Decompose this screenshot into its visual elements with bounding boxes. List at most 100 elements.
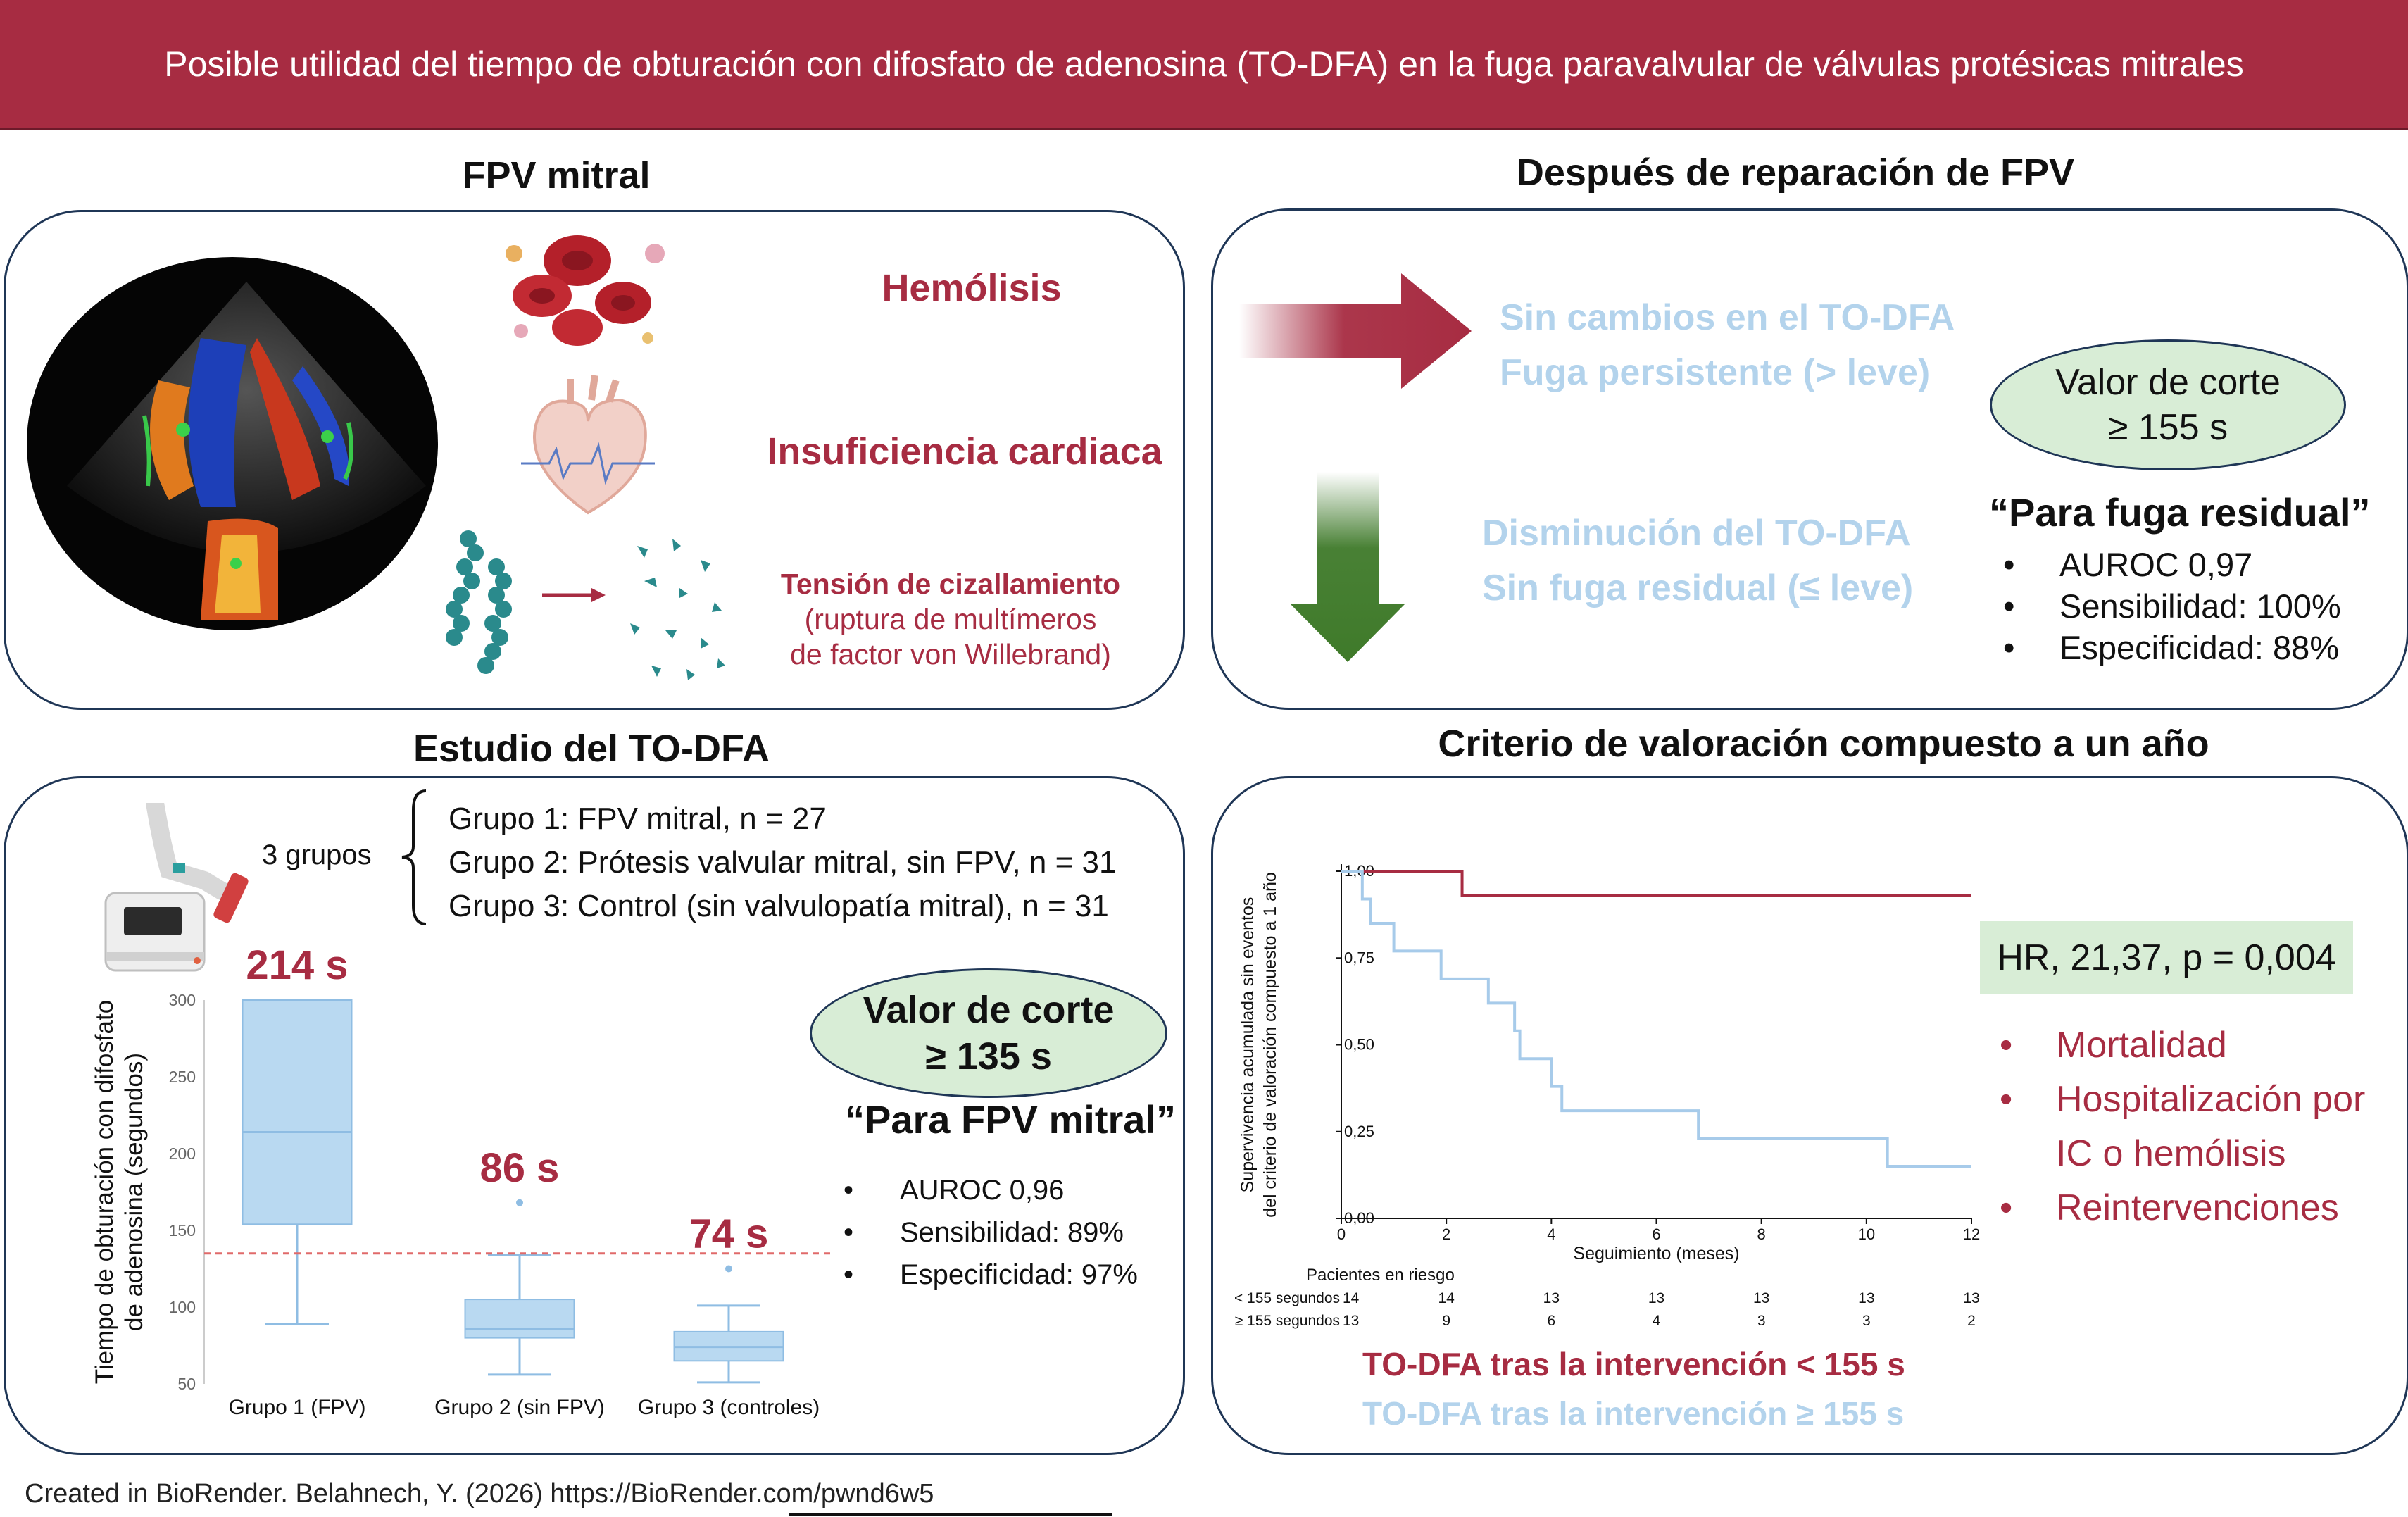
km-risk-value: 13 [1343,1313,1359,1329]
page-title: Posible utilidad del tiempo de obturació… [164,44,2244,84]
groups-bracket [401,789,427,925]
boxplot-category-label: Grupo 2 (sin FPV) [434,1396,605,1419]
right-arrow-icon [1239,273,1472,389]
boxplot-median-label: 74 s [689,1211,769,1257]
km-risk-value: 13 [1543,1290,1560,1306]
km-y-tick: 0,00 [1344,1209,1374,1227]
groups-list: Grupo 1: FPV mitral, n = 27 Grupo 2: Pró… [449,797,1116,928]
km-risk-value: 14 [1438,1290,1455,1306]
residual-leak-title: “Para fuga residual” [1989,490,2371,535]
shear-stress-line1: (ruptura de multímeros [804,603,1097,635]
km-y-label-line2: del criterio de valoración compuesto a 1… [1260,872,1280,1218]
km-risk-value: 13 [1648,1290,1664,1306]
boxplot-category-label: Grupo 3 (controles) [638,1396,820,1419]
hemolysis-label: Hemólisis [882,267,1062,309]
km-x-tick: 0 [1337,1225,1346,1243]
red-blood-cells-icon [506,235,665,346]
residual-leak-stats: AUROC 0,97 Sensibilidad: 100% Especifici… [2003,544,2341,668]
cutoff-155-line1: Valor de corte [2055,362,2281,403]
km-series-2 [1341,870,1971,1168]
boxplot-box [464,1299,575,1339]
credit-underline [789,1513,1112,1516]
boxplot-outlier [725,1265,732,1273]
fpv-mitral-stat-title: “Para FPV mitral” [845,1097,1176,1142]
boxplot-y-label-line1: Tiempo de obturación con difosfato [91,1000,118,1384]
boxplot-chart: 50 100 150 200 250 300 Tiempo de obturación co… [91,942,834,1420]
km-x-tick: 12 [1963,1225,1980,1243]
km-x-label: Seguimiento (meses) [1573,1244,1739,1263]
stat-auroc: AUROC 0,97 [2003,544,2341,585]
boxplot-y-label: Tiempo de obturación con difosfatode ade… [91,1000,148,1384]
hazard-ratio-text: HR, 21,37, p = 0,004 [1997,937,2336,978]
cutoff-155-badge: Valor de corte ≥ 155 s [1990,339,2346,470]
study-stat-sensitivity: Sensibilidad: 89% [844,1211,1138,1254]
groups-label: 3 grupos [262,839,372,870]
platelet-analyzer-icon [104,803,249,972]
legend-low: TO-DFA tras la intervención < 155 s [1362,1346,1905,1382]
km-risk-value: 13 [1858,1290,1874,1306]
boxplot-y-tick: 250 [169,1068,196,1086]
boxplot-outlier [516,1199,523,1206]
endpoint-events: Mortalidad Hospitalización por IC o hemó… [2000,1018,2365,1235]
boxplot-y-tick: 100 [169,1298,196,1316]
boxplot-group-1: 214 s Grupo 1 (FPV) [228,942,365,1419]
km-x-tick: 10 [1858,1225,1875,1243]
fpv-mitral-stats: AUROC 0,96 Sensibilidad: 89% Especificid… [844,1169,1138,1296]
km-risk-value: 3 [1757,1313,1766,1329]
boxplot-group-2: 86 s Grupo 2 (sin FPV) [434,1145,605,1419]
panel-endpoint-title: Criterio de valoración compuesto a un añ… [1438,723,2209,765]
decrease-text: Disminución del TO-DFA Sin fuga residual… [1482,506,1913,616]
study-stat-auroc: AUROC 0,96 [844,1169,1138,1211]
group-2-label: Grupo 2: Prótesis valvular mitral, sin F… [449,845,1117,880]
boxplot-y-tick: 200 [169,1144,196,1163]
event-hospitalization: Hospitalización por [2000,1073,2365,1127]
km-risk-row-label: < 155 segundos [1234,1290,1340,1306]
km-x-tick: 6 [1652,1225,1660,1243]
km-risk-value: 2 [1967,1313,1976,1329]
km-x-tick: 8 [1757,1225,1766,1243]
boxplot-median-label: 214 s [246,942,348,988]
stat-sensitivity: Sensibilidad: 100% [2003,585,2341,627]
km-risk-row-label: ≥ 155 segundos [1235,1313,1340,1329]
decrease-line1: Disminución del TO-DFA [1482,513,1911,554]
echocardiogram-image [27,257,438,630]
legend-high: TO-DFA tras la intervención ≥ 155 s [1362,1395,1905,1432]
shear-stress-text: Tensión de cizallamiento (ruptura de mul… [753,566,1148,672]
event-hospitalization-cont: IC o hemólisis [2000,1127,2365,1181]
km-y-tick: 0,75 [1344,949,1374,966]
boxplot-y-tick: 300 [169,991,196,1009]
cutoff-135-badge: Valor de corte ≥ 135 s [810,968,1167,1098]
heart-failure-label: Insuficiencia cardiaca [767,430,1162,473]
von-willebrand-multimer-icon [446,530,725,680]
boxplot-median-label: 86 s [480,1145,560,1191]
kaplan-meier-chart: 0,000,250,500,751,000 2 4 6 8 10 12Seguimiento… [1234,862,1980,1329]
cutoff-135-line2: ≥ 135 s [925,1035,1052,1078]
panel-study-title: Estudio del TO-DFA [413,728,770,770]
decrease-line2: Sin fuga residual (≤ leve) [1482,568,1914,608]
km-risk-title: Pacientes en riesgo [1306,1266,1455,1285]
stat-specificity: Especificidad: 88% [2003,627,2341,668]
panel-study [4,776,1185,1455]
km-x-tick: 4 [1547,1225,1555,1243]
biorender-credit: Created in BioRender. Belahnech, Y. (202… [25,1479,934,1509]
boxplot-category-label: Grupo 1 (FPV) [228,1396,365,1419]
km-y-label-line1: Supervivencia acumulada sin eventos [1238,897,1258,1193]
cutoff-135-line1: Valor de corte [863,989,1115,1031]
title-banner: Posible utilidad del tiempo de obturació… [0,0,2408,130]
km-y-tick: 0,25 [1344,1123,1374,1140]
km-series-1 [1341,870,1971,897]
event-mortality: Mortalidad [2000,1018,2365,1073]
down-arrow-icon [1291,472,1405,662]
panel-after-title: Después de reparación de FPV [1516,151,2075,194]
group-1-label: Grupo 1: FPV mitral, n = 27 [449,801,827,836]
boxplot-y-tick: 50 [177,1375,196,1393]
boxplot-group-3: 74 s Grupo 3 (controles) [638,1211,820,1420]
km-risk-value: 9 [1442,1313,1450,1329]
boxplot-y-tick: 150 [169,1221,196,1240]
shear-stress-title: Tensión de cizallamiento [780,568,1121,600]
cutoff-155-line2: ≥ 155 s [2107,407,2228,448]
group-3-label: Grupo 3: Control (sin valvulopatía mitra… [449,889,1109,923]
event-reintervention: Reintervenciones [2000,1181,2365,1235]
km-y-tick: 0,50 [1344,1036,1374,1054]
km-risk-value: 6 [1547,1313,1555,1329]
